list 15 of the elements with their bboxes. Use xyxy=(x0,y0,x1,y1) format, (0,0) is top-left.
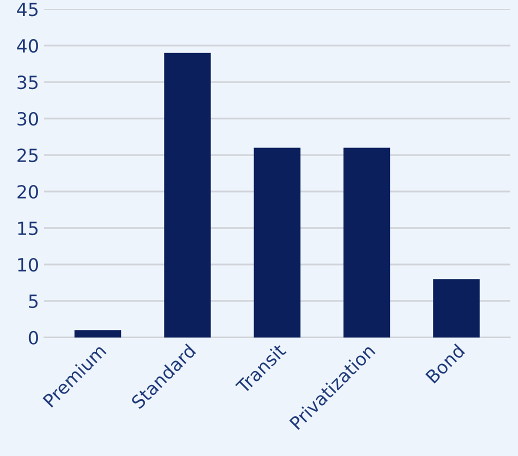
y-tick-label: 10 xyxy=(18,258,38,272)
y-tick-label: 25 xyxy=(18,148,38,162)
y-tick-label: 35 xyxy=(18,76,38,90)
bar xyxy=(164,52,211,338)
y-tick-label: 20 xyxy=(18,184,38,199)
bar xyxy=(74,330,122,338)
y-tick-label: 5 xyxy=(29,294,38,308)
y-tick-label: 40 xyxy=(17,39,38,53)
y-tick-label: 30 xyxy=(18,112,38,126)
bar xyxy=(433,279,480,338)
y-tick-label: 0 xyxy=(28,330,38,345)
y-tick-label: 45 xyxy=(17,2,38,16)
y-tick-label: 15 xyxy=(18,222,38,236)
bar xyxy=(343,148,390,338)
bar xyxy=(254,148,300,338)
